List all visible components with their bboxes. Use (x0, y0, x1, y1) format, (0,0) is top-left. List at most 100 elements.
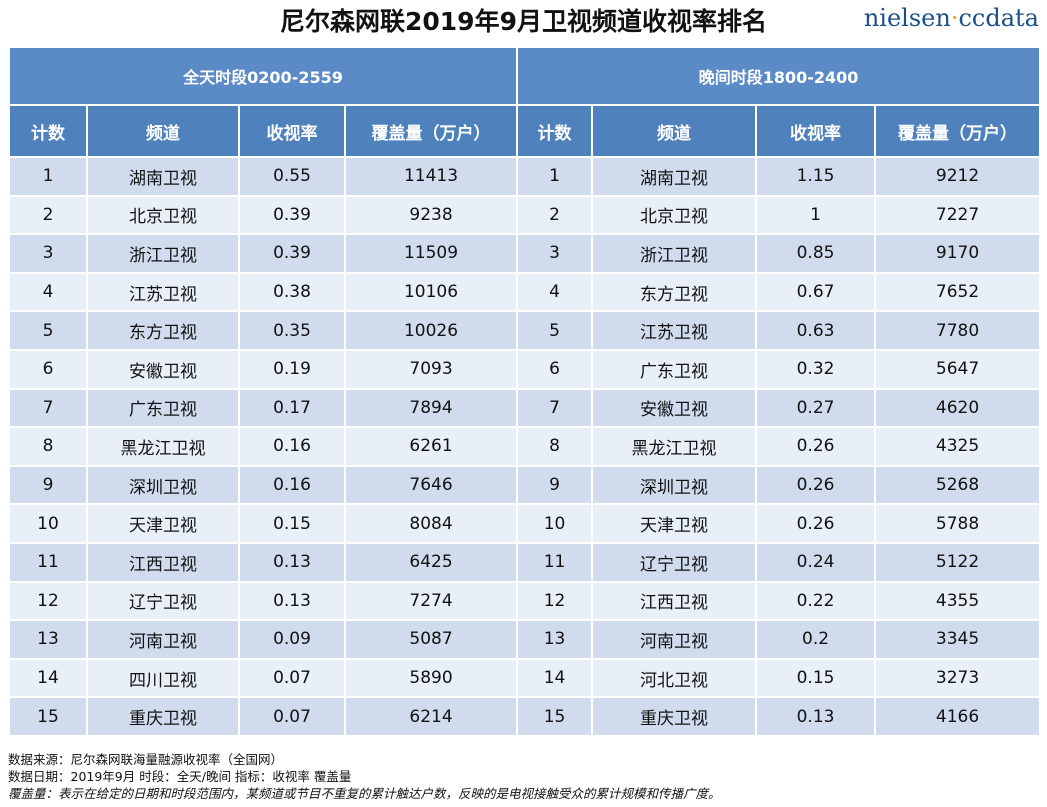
section-header-row: 全天时段0200-2559 晚间时段1800-2400 (10, 48, 1040, 104)
table-row: 3 浙江卫视 0.39 11509 3 浙江卫视 0.85 9170 (10, 235, 1040, 272)
cell-rank: 1 (518, 158, 592, 195)
cell-rank: 1 (10, 158, 86, 195)
cell-coverage: 4355 (876, 582, 1040, 620)
cell-rating: 0.07 (240, 698, 344, 735)
cell-channel: 广东卫视 (593, 350, 756, 388)
table-row: 1 湖南卫视 0.55 11413 1 湖南卫视 1.15 9212 (10, 158, 1040, 195)
section-evening-header: 晚间时段1800-2400 (518, 48, 1040, 104)
col-header-channel-evening: 频道 (593, 106, 756, 156)
cell-channel: 湖南卫视 (593, 158, 756, 195)
cell-rating: 0.2 (757, 621, 875, 658)
cell-coverage: 8084 (346, 505, 517, 542)
cell-channel: 北京卫视 (593, 196, 756, 234)
cell-rating: 0.22 (757, 582, 875, 620)
cell-coverage: 5647 (876, 350, 1040, 388)
cell-coverage: 5122 (876, 543, 1040, 581)
col-header-rating-allday: 收视率 (240, 106, 344, 156)
cell-rank: 12 (10, 582, 86, 620)
cell-rating: 0.27 (757, 389, 875, 427)
cell-coverage: 7646 (346, 466, 517, 504)
cell-rating: 0.39 (240, 235, 344, 272)
cell-rating: 0.35 (240, 312, 344, 349)
cell-rating: 0.09 (240, 621, 344, 658)
logo-dot: · (950, 4, 959, 32)
cell-rating: 0.85 (757, 235, 875, 272)
cell-coverage: 9238 (346, 196, 517, 234)
cell-coverage: 7894 (346, 389, 517, 427)
cell-rank: 5 (518, 312, 592, 349)
cell-rank: 4 (10, 273, 86, 311)
cell-rank: 3 (10, 235, 86, 272)
cell-channel: 河南卫视 (88, 621, 238, 658)
cell-channel: 河北卫视 (593, 659, 756, 697)
cell-channel: 黑龙江卫视 (593, 428, 756, 465)
table-row: 2 北京卫视 0.39 9238 2 北京卫视 1 7227 (10, 196, 1040, 234)
cell-rating: 0.26 (757, 466, 875, 504)
cell-rating: 0.24 (757, 543, 875, 581)
cell-coverage: 6425 (346, 543, 517, 581)
cell-rating: 0.39 (240, 196, 344, 234)
cell-rating: 0.07 (240, 659, 344, 697)
cell-coverage: 5890 (346, 659, 517, 697)
cell-channel: 东方卫视 (593, 273, 756, 311)
cell-coverage: 7652 (876, 273, 1040, 311)
nielsen-ccdata-logo: nielsen·ccdata (864, 4, 1039, 32)
cell-channel: 辽宁卫视 (593, 543, 756, 581)
cell-rating: 0.26 (757, 428, 875, 465)
table-row: 12 辽宁卫视 0.13 7274 12 江西卫视 0.22 4355 (10, 582, 1040, 620)
cell-rank: 8 (518, 428, 592, 465)
cell-rank: 2 (518, 196, 592, 234)
cell-channel: 天津卫视 (88, 505, 238, 542)
cell-rank: 9 (10, 466, 86, 504)
table-row: 9 深圳卫视 0.16 7646 9 深圳卫视 0.26 5268 (10, 466, 1040, 504)
cell-channel: 江西卫视 (88, 543, 238, 581)
ratings-table: 全天时段0200-2559 晚间时段1800-2400 计数 频道 收视率 覆盖… (8, 46, 1041, 737)
cell-rating: 0.15 (240, 505, 344, 542)
table-row: 14 四川卫视 0.07 5890 14 河北卫视 0.15 3273 (10, 659, 1040, 697)
col-header-rating-evening: 收视率 (757, 106, 875, 156)
cell-coverage: 7274 (346, 582, 517, 620)
cell-rank: 13 (518, 621, 592, 658)
cell-rank: 7 (518, 389, 592, 427)
logo-part1: nielsen (863, 4, 951, 32)
cell-coverage: 4620 (876, 389, 1040, 427)
cell-rank: 7 (10, 389, 86, 427)
cell-rank: 5 (10, 312, 86, 349)
cell-rating: 0.13 (757, 698, 875, 735)
cell-coverage: 11509 (346, 235, 517, 272)
cell-rating: 0.16 (240, 428, 344, 465)
cell-coverage: 5268 (876, 466, 1040, 504)
cell-rating: 0.67 (757, 273, 875, 311)
cell-coverage: 6261 (346, 428, 517, 465)
table-row: 4 江苏卫视 0.38 10106 4 东方卫视 0.67 7652 (10, 273, 1040, 311)
cell-rating: 0.15 (757, 659, 875, 697)
cell-channel: 辽宁卫视 (88, 582, 238, 620)
cell-rank: 6 (518, 350, 592, 388)
cell-rank: 12 (518, 582, 592, 620)
cell-coverage: 3273 (876, 659, 1040, 697)
cell-coverage: 5087 (346, 621, 517, 658)
cell-rating: 0.63 (757, 312, 875, 349)
cell-coverage: 7093 (346, 350, 517, 388)
cell-rating: 0.13 (240, 543, 344, 581)
cell-rank: 10 (10, 505, 86, 542)
cell-rank: 11 (518, 543, 592, 581)
cell-channel: 湖南卫视 (88, 158, 238, 195)
cell-rank: 2 (10, 196, 86, 234)
cell-channel: 安徽卫视 (88, 350, 238, 388)
cell-coverage: 6214 (346, 698, 517, 735)
cell-coverage: 4325 (876, 428, 1040, 465)
cell-coverage: 10026 (346, 312, 517, 349)
cell-rating: 0.19 (240, 350, 344, 388)
cell-channel: 东方卫视 (88, 312, 238, 349)
table-row: 6 安徽卫视 0.19 7093 6 广东卫视 0.32 5647 (10, 350, 1040, 388)
cell-rating: 0.13 (240, 582, 344, 620)
ratings-table-container: 全天时段0200-2559 晚间时段1800-2400 计数 频道 收视率 覆盖… (8, 46, 1040, 737)
cell-channel: 黑龙江卫视 (88, 428, 238, 465)
cell-channel: 重庆卫视 (88, 698, 238, 735)
table-row: 13 河南卫视 0.09 5087 13 河南卫视 0.2 3345 (10, 621, 1040, 658)
table-row: 10 天津卫视 0.15 8084 10 天津卫视 0.26 5788 (10, 505, 1040, 542)
cell-rating: 0.38 (240, 273, 344, 311)
col-header-channel-allday: 频道 (88, 106, 238, 156)
cell-rank: 15 (10, 698, 86, 735)
